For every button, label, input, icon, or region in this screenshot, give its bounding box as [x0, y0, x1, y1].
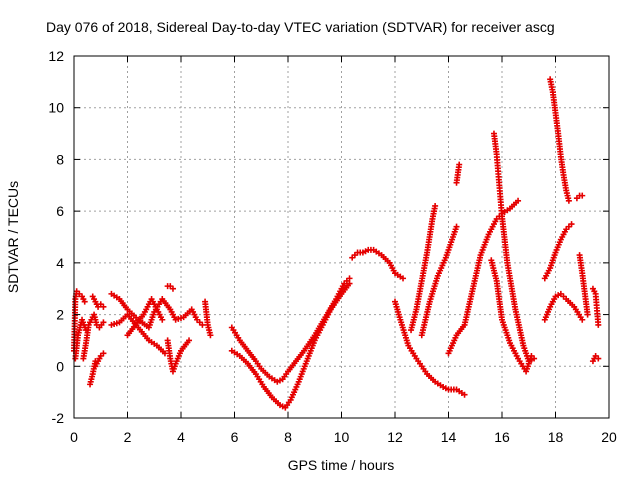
- data-point: [579, 192, 586, 199]
- data-point: [528, 352, 535, 359]
- data-point: [81, 298, 88, 305]
- data-point: [515, 197, 522, 204]
- data-point: [432, 202, 439, 209]
- data-point: [565, 197, 572, 204]
- x-tick-label: 4: [177, 429, 185, 445]
- x-tick-label: 10: [334, 429, 350, 445]
- x-tick-label: 16: [494, 429, 510, 445]
- data-point: [579, 316, 586, 323]
- data-point: [568, 221, 575, 228]
- y-tick-label: -2: [52, 410, 65, 426]
- data-point: [159, 316, 166, 323]
- x-tick-label: 18: [548, 429, 564, 445]
- data-point: [461, 391, 468, 398]
- y-tick-label: 4: [56, 255, 64, 271]
- x-tick-label: 14: [441, 429, 457, 445]
- data-point: [199, 321, 206, 328]
- data-point: [100, 303, 107, 310]
- data-point: [456, 161, 463, 168]
- x-tick-label: 12: [387, 429, 403, 445]
- y-tick-label: 6: [56, 203, 64, 219]
- y-tick-label: 2: [56, 307, 64, 323]
- chart-title: Day 076 of 2018, Sidereal Day-to-day VTE…: [46, 19, 555, 35]
- x-tick-label: 2: [124, 429, 132, 445]
- data-point: [400, 275, 407, 282]
- y-tick-label: 10: [48, 100, 64, 116]
- y-tick-label: 0: [56, 358, 64, 374]
- y-tick-label: 12: [48, 48, 64, 64]
- data-point: [169, 285, 176, 292]
- data-point: [346, 280, 353, 287]
- axis-ticks: 0 2 4 6 8 10 12 14 16 18 20 -2 0 2 4 6 8 10 12: [48, 48, 617, 445]
- x-axis-label: GPS time / hours: [288, 457, 395, 473]
- x-tick-label: 0: [70, 429, 78, 445]
- data-point: [595, 355, 602, 362]
- data-point: [100, 350, 107, 357]
- x-tick-label: 20: [601, 429, 617, 445]
- x-tick-label: 6: [231, 429, 239, 445]
- data-point: [584, 311, 591, 318]
- y-axis-label: SDTVAR / TECUs: [5, 181, 21, 293]
- x-tick-label: 8: [284, 429, 292, 445]
- grid-lines: [74, 56, 609, 418]
- data-point: [346, 275, 353, 282]
- data-point: [207, 332, 214, 339]
- data-point: [595, 321, 602, 328]
- data-point: [186, 337, 193, 344]
- y-tick-label: 8: [56, 151, 64, 167]
- data-markers: [71, 76, 602, 411]
- data-point: [453, 223, 460, 230]
- data-point: [100, 319, 107, 326]
